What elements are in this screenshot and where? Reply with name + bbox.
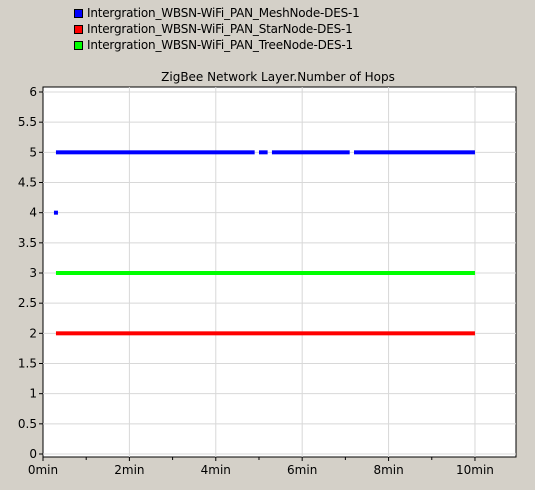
data-point [53,210,58,215]
series-run [354,150,475,155]
chart-title: ZigBee Network Layer.Number of Hops [161,70,395,84]
y-tick-label: 0 [29,447,37,461]
y-tick-label: 5.5 [18,115,37,129]
x-tick-label: 4min [201,463,231,477]
series-run [55,271,475,275]
y-tick-label: 4 [29,206,37,220]
series-group [53,150,475,336]
y-tick-label: 4.5 [18,176,37,190]
y-tick-label: 2.5 [18,296,37,310]
series-1 [55,331,475,336]
legend-swatch-tree [74,40,83,50]
y-tick-label: 3.5 [18,236,37,250]
legend-swatch-star [74,24,83,34]
y-tick-label: 5 [29,145,37,159]
legend-item-star[interactable]: Intergration_WBSN-WiFi_PAN_StarNode-DES-… [74,21,360,37]
x-tick-label: 6min [287,463,317,477]
series-2 [55,271,475,275]
x-tick-label: 10min [456,463,494,477]
legend-swatch-mesh [74,8,83,18]
y-axis-ticks: 0 0.5 1 1.5 2 2.5 3 3.5 4 4.5 5 5.5 6 [18,85,43,461]
x-tick-label: 0min [28,463,58,477]
x-axis-ticks: 0min 2min 4min 6min 8min 10min [28,457,494,477]
y-tick-label: 6 [29,85,37,99]
series-0 [53,150,475,215]
y-tick-label: 1 [29,387,37,401]
y-tick-label: 0.5 [18,417,37,431]
y-tick-label: 3 [29,266,37,280]
legend-item-tree[interactable]: Intergration_WBSN-WiFi_PAN_TreeNode-DES-… [74,37,360,53]
series-run [271,150,350,155]
series-run [258,150,268,155]
series-run [55,331,475,336]
legend: Intergration_WBSN-WiFi_PAN_MeshNode-DES-… [74,5,360,53]
y-tick-label: 2 [29,326,37,340]
legend-label-tree: Intergration_WBSN-WiFi_PAN_TreeNode-DES-… [87,38,353,52]
legend-label-star: Intergration_WBSN-WiFi_PAN_StarNode-DES-… [87,22,353,36]
x-tick-label: 8min [373,463,403,477]
x-tick-label: 2min [114,463,144,477]
legend-label-mesh: Intergration_WBSN-WiFi_PAN_MeshNode-DES-… [87,6,360,20]
y-tick-label: 1.5 [18,357,37,371]
legend-item-mesh[interactable]: Intergration_WBSN-WiFi_PAN_MeshNode-DES-… [74,5,360,21]
series-run [55,150,255,155]
